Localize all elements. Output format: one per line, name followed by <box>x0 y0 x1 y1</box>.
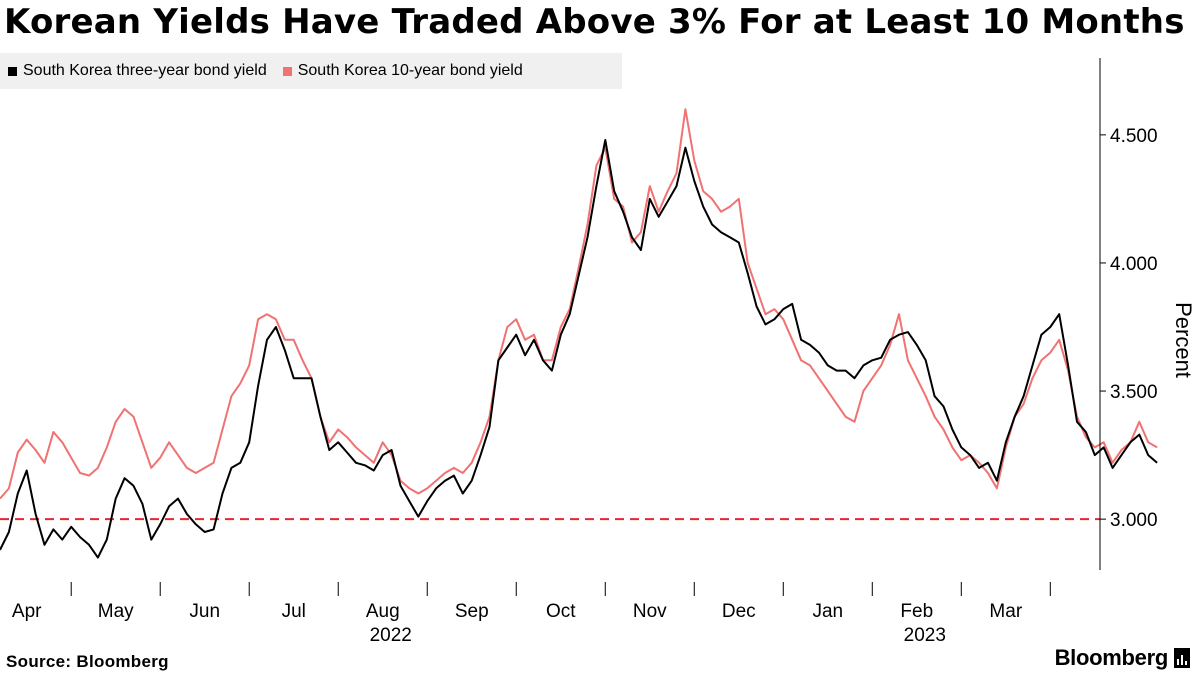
x-tick-label: Feb <box>900 601 933 622</box>
y-tick-label: 3.000 <box>1110 510 1158 531</box>
bloomberg-terminal-icon <box>1174 648 1190 668</box>
legend-swatch-three-year <box>8 66 17 76</box>
x-tick-label: Jul <box>282 601 306 622</box>
source-note: Source: Bloomberg <box>6 652 169 671</box>
legend-item-ten-year: South Korea 10-year bond yield <box>282 62 523 80</box>
series-line-three-year <box>0 139 1158 559</box>
series-group <box>0 108 1158 559</box>
x-tick-label: Aug <box>366 601 400 622</box>
x-tick-label: Sep <box>455 601 489 622</box>
brand-logo: Bloomberg <box>1055 645 1190 671</box>
x-tick-label: Jun <box>189 601 220 622</box>
y-tick-label: 4.000 <box>1110 254 1158 275</box>
x-tick-label: Apr <box>12 601 42 622</box>
x-tick-label: Dec <box>722 601 756 622</box>
legend-swatch-ten-year <box>282 66 292 76</box>
series-line-ten-year <box>0 108 1158 500</box>
x-tick-label: Oct <box>546 601 576 622</box>
legend-item-three-year: South Korea three-year bond yield <box>8 62 267 80</box>
x-tick-label: May <box>98 601 134 622</box>
brand-name: Bloomberg <box>1054 645 1169 670</box>
x-tick-label: Jan <box>812 601 843 622</box>
chart-title: Korean Yields Have Traded Above 3% For a… <box>4 2 1185 42</box>
legend-label-three-year: South Korea three-year bond yield <box>23 62 267 79</box>
legend-label-ten-year: South Korea 10-year bond yield <box>297 62 523 79</box>
x-year-label: 2022 <box>370 625 412 646</box>
y-axis-label: Percent <box>1171 302 1196 378</box>
axis-group: 3.000 3.500 4.000 4.500 Percent Apr May Jun Jul A… <box>12 58 1196 646</box>
x-tick-label: Mar <box>989 601 1022 622</box>
x-year-label: 2023 <box>904 625 946 646</box>
legend: South Korea three-year bond yield South … <box>0 53 622 89</box>
y-tick-label: 4.500 <box>1110 126 1158 147</box>
x-tick-label: Nov <box>633 601 667 622</box>
y-tick-label: 3.500 <box>1110 382 1158 403</box>
